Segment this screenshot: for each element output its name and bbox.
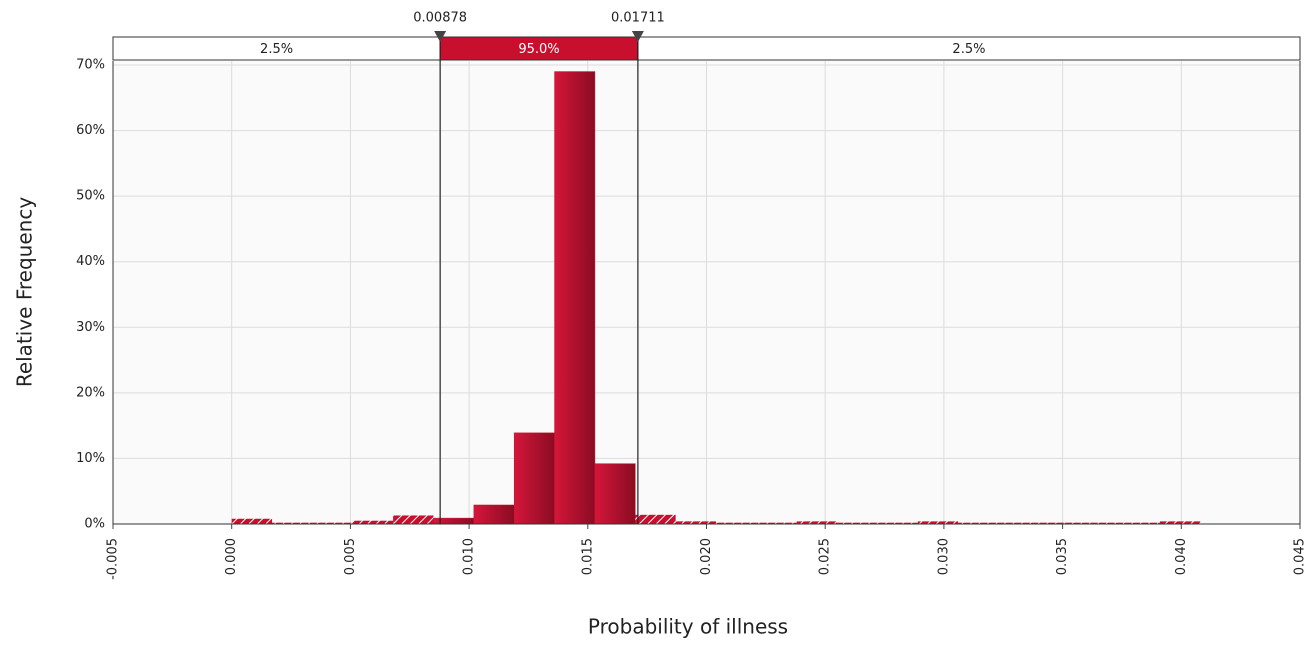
histogram-bar [837,522,878,524]
x-tick-label: 0.015 [580,538,595,575]
histogram-bar [1038,522,1080,524]
y-tick-label: 50% [76,189,105,204]
region-label: 2.5% [952,42,985,57]
histogram-bar [312,522,353,524]
x-tick-label: -0.005 [106,538,121,580]
histogram-bar [1079,522,1120,524]
region-label: 95.0% [518,42,559,57]
histogram-bar [796,521,838,524]
y-tick-label: 40% [76,254,105,269]
histogram-bar [393,515,434,524]
histogram-bar [352,520,394,524]
histogram-bar [272,522,313,524]
y-tick-label: 20% [76,385,105,400]
x-tick-label: 0.020 [699,538,714,575]
histogram-bar [554,71,596,525]
histogram-bar [1159,521,1201,524]
x-tick-label: 0.025 [818,538,833,575]
histogram-bar [877,522,918,524]
x-tick-label: 0.005 [343,538,358,575]
histogram-bar [635,514,676,524]
delimiter-handle [434,31,447,42]
histogram-bar [958,522,999,524]
delimiter-handle [631,31,644,42]
y-tick-label: 0% [84,517,105,532]
histogram-bar [513,432,555,525]
y-axis-title: Relative Frequency [13,197,37,387]
y-tick-label: 60% [76,123,105,138]
y-tick-label: 30% [76,320,105,335]
x-tick-label: 0.045 [1293,538,1308,575]
x-tick-label: 0.030 [936,538,951,575]
histogram-bar [473,504,515,525]
interval-bar [112,36,1301,61]
y-tick-label: 10% [76,451,105,466]
histogram-bar [231,518,273,524]
region-label: 2.5% [260,42,293,57]
x-tick-label: 0.010 [462,538,477,575]
histogram-bar [1119,522,1160,524]
x-tick-label: 0.040 [1174,538,1189,575]
delimiter-label: 0.01711 [611,11,665,26]
histogram-bar [998,522,1039,524]
histogram-bar [675,521,716,524]
x-axis-title: Probability of illness [588,615,788,639]
histogram-bar [756,522,797,524]
x-tick-label: 0.035 [1055,538,1070,575]
x-tick-label: 0.000 [224,538,239,575]
delimiter-label: 0.00878 [413,11,467,26]
histogram-bar [715,522,757,524]
y-tick-label: 70% [76,58,105,73]
histogram-bar [594,463,636,525]
histogram-bar [917,521,959,524]
